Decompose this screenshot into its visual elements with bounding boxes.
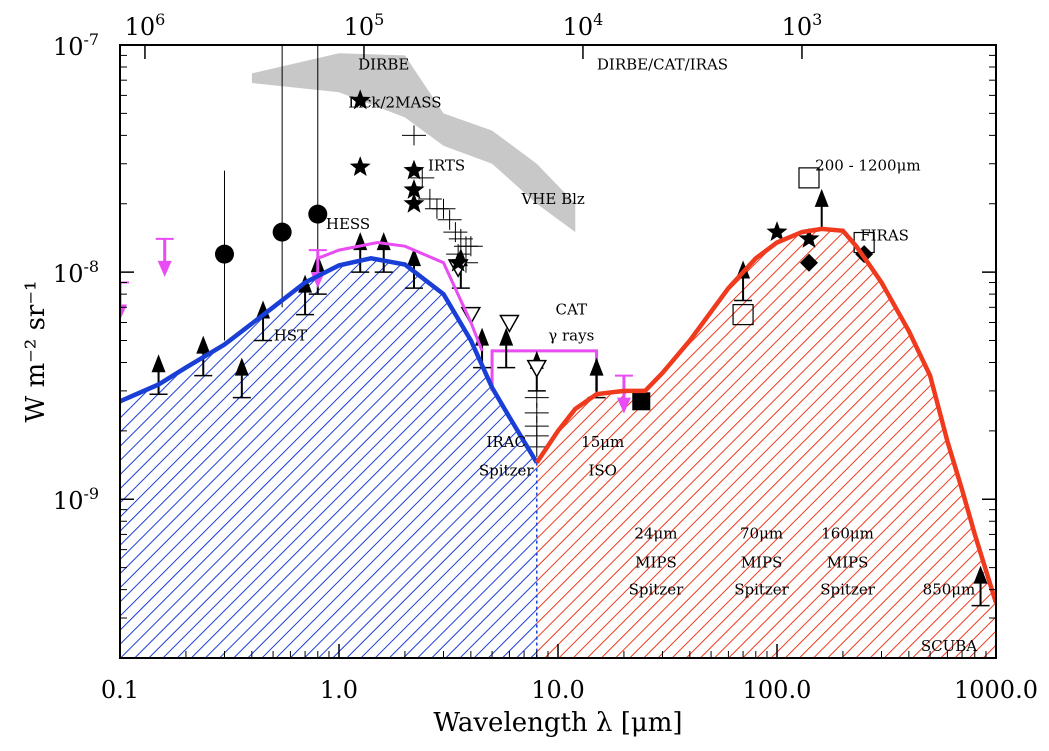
annotation-label: Spitzer (820, 581, 875, 599)
annotation-label: DIRBE/CAT/IRAS (597, 56, 728, 74)
x-axis-title: Wavelength λ [μm] (433, 708, 682, 738)
annotation-label: 160μm (821, 525, 874, 543)
top-tick-exponent: 3 (812, 10, 822, 29)
top-tick-label: 106 (125, 10, 166, 41)
hess-magenta-line (317, 240, 484, 352)
lower-limit-arrow (376, 232, 391, 251)
y-axis-title: W m⁻² sr⁻¹ (21, 281, 51, 423)
optical-hatch-area (120, 258, 537, 658)
annotation-label: MIPS (741, 554, 783, 572)
annotation-label: IRTS (428, 157, 465, 175)
data-circle (272, 222, 292, 242)
annotation-label: MIPS (635, 554, 677, 572)
annotation-label: 200 - 1200μm (815, 157, 920, 175)
annotation-label: 850μm (923, 581, 976, 599)
annotation-label: IRAC (486, 433, 526, 451)
open-square (732, 304, 754, 326)
data-circle (308, 204, 328, 224)
vhe-blazar-band (251, 53, 576, 233)
annotation-label: Spitzer (629, 581, 684, 599)
lower-limit-arrow (589, 357, 604, 376)
annotation-label: Spitzer (479, 462, 534, 480)
annotation-label: HST (274, 326, 307, 344)
x-tick-label: 10.0 (531, 676, 584, 704)
annotation-label: CAT (556, 301, 588, 319)
annotation-label: 70μm (740, 525, 783, 543)
annotation-label: FIRAS (860, 226, 909, 244)
top-tick-exponent: 5 (374, 10, 384, 29)
lower-limit-arrow (196, 335, 211, 354)
hatched-fills (120, 228, 996, 658)
y-tick-label: 10-8 (53, 257, 99, 288)
optical-model-line (120, 256, 539, 464)
open-triangle (526, 359, 548, 379)
upper-limit-arrow (157, 260, 172, 277)
y-tick-exponent: -9 (83, 484, 99, 503)
data-circle (214, 244, 234, 264)
y-tick-label: 10-7 (53, 30, 99, 61)
x-tick-label: 1000.0 (954, 676, 1038, 704)
infrared-hatch-area (536, 228, 996, 658)
filled-square (632, 392, 651, 411)
data-star (766, 221, 788, 241)
series-lines-layer (120, 226, 996, 658)
lower-limit-arrow (499, 327, 514, 346)
annotation-label: 15μm (581, 433, 624, 451)
annotation-label: SCUBA (921, 637, 977, 655)
cat-gamma-box (490, 349, 599, 391)
annotation-label: ISO (588, 462, 617, 480)
y-tick-exponent: -8 (83, 257, 99, 276)
annotation-label: 24μm (634, 525, 677, 543)
lower-limit-arrow (814, 188, 829, 207)
top-tick-exponent: 4 (593, 10, 603, 29)
y-tick-label: 10-9 (53, 484, 99, 515)
top-tick-exponent: 6 (155, 10, 165, 29)
top-tick-label: 105 (344, 10, 385, 41)
annotation-label: HESS (326, 215, 370, 233)
annotation-label: Spitzer (734, 581, 789, 599)
lower-limit-arrow (234, 357, 249, 376)
open-triangle (499, 314, 520, 334)
x-tick-label: 100.0 (743, 676, 812, 704)
annotation-label: DIRBE (358, 56, 409, 74)
annotation-label: Lick/2MASS (348, 94, 441, 112)
annotations-layer: DIRBE DIRBE/CAT/IRAS Lick/2MASS IRTS 200 - 1… (274, 56, 978, 655)
data-star (403, 179, 425, 199)
data-star (349, 156, 371, 176)
lower-limit-arrow (973, 565, 988, 584)
top-tick-label: 104 (563, 10, 604, 41)
x-tick-label: 1.0 (320, 676, 358, 704)
lower-limit-arrow (151, 354, 166, 373)
lower-limit-arrow (406, 248, 421, 267)
data-star (403, 159, 425, 180)
x-tick-label: 0.1 (101, 676, 139, 704)
filled-diamond (800, 253, 819, 272)
y-tick-exponent: -7 (83, 30, 99, 49)
annotation-label: MIPS (827, 554, 869, 572)
data-star (403, 192, 425, 213)
annotation-label: γ rays (548, 326, 594, 344)
top-tick-label: 103 (782, 10, 823, 41)
upper-limit-arrow (120, 304, 127, 321)
data-star (349, 89, 371, 110)
annotation-label: VHE Blz (520, 190, 584, 208)
axes-layer: 0.1 1.0 10.0 100.0 1000.0 106 105 104 103 10-9 10-… (21, 10, 1038, 738)
open-square (798, 167, 820, 189)
data-star (798, 227, 820, 248)
data-star (447, 251, 469, 272)
upper-limit-arrow (616, 397, 631, 414)
infrared-model-line (534, 226, 996, 604)
